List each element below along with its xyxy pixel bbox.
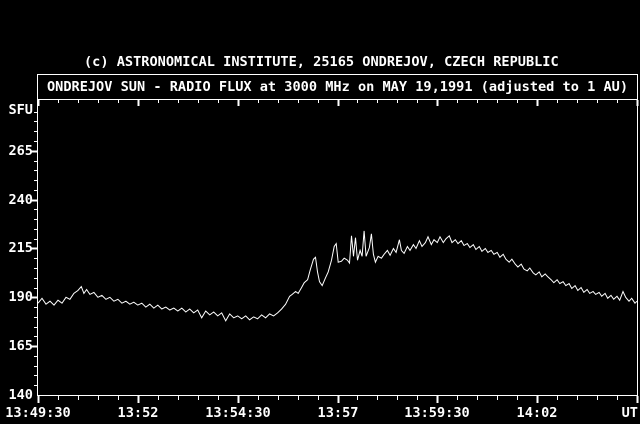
x-tick-label: 13:49:30 (5, 405, 71, 421)
y-tick-label: 165 (8, 338, 33, 354)
x-tick-label: 14:02 (516, 405, 558, 421)
x-tick-label: 13:52 (117, 405, 159, 421)
x-tick-label: 13:59:30 (404, 405, 470, 421)
y-tick-label: 215 (8, 240, 33, 256)
chart-title: ONDREJOV SUN - RADIO FLUX at 3000 MHz on… (46, 79, 629, 95)
plot-area (37, 99, 638, 396)
y-axis-unit-label: SFU (8, 102, 33, 118)
y-tick-label: 240 (8, 192, 33, 208)
x-tick-label: 13:54:30 (205, 405, 271, 421)
y-tick-label: 190 (8, 289, 33, 305)
x-tick-label: 13:57 (317, 405, 359, 421)
y-tick-label: 265 (8, 143, 33, 159)
y-tick-label: 140 (8, 387, 33, 403)
x-axis-unit-label: UT (621, 405, 638, 421)
flux-trace-line (37, 230, 638, 322)
copyright-line: (c) ASTRONOMICAL INSTITUTE, 25165 ONDREJ… (84, 54, 559, 70)
